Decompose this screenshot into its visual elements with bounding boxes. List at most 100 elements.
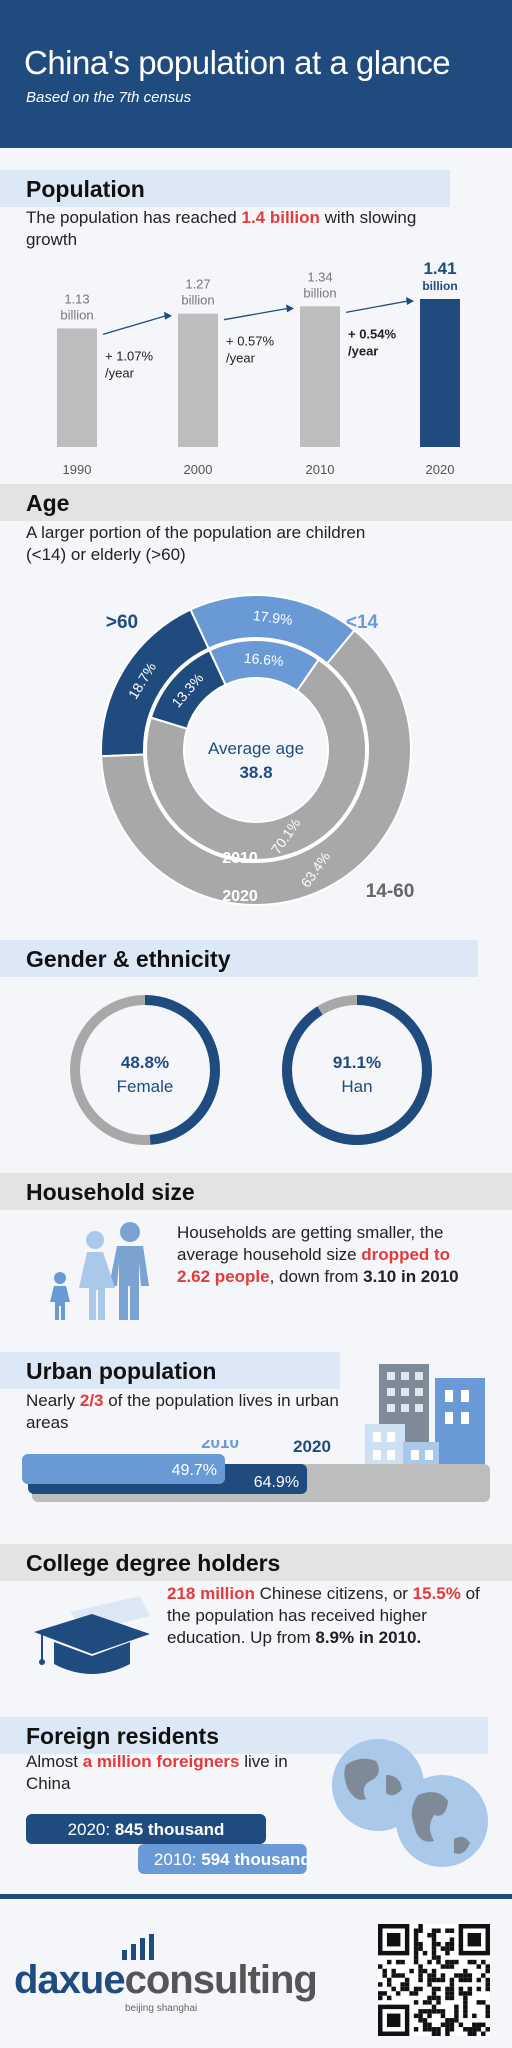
population-year-label: 2000 xyxy=(184,462,213,477)
qr-module xyxy=(481,1959,486,1965)
qr-module xyxy=(454,2009,459,2014)
college-text: 218 million Chinese citizens, or 15.5% o… xyxy=(167,1583,482,1649)
qr-module xyxy=(418,1946,423,1951)
qr-module xyxy=(422,2027,428,2032)
urban-year-2010: 2010 xyxy=(201,1440,239,1452)
qr-module xyxy=(422,2009,428,2014)
population-year-label: 2020 xyxy=(426,462,455,477)
qr-module xyxy=(413,1955,419,1960)
qr-module xyxy=(413,2013,419,2019)
qr-module xyxy=(431,1937,437,1942)
qr-module xyxy=(472,2031,477,2036)
average-age-label: Average age xyxy=(208,739,304,758)
population-unit-label: billion xyxy=(181,293,214,308)
growth-arrow-head xyxy=(164,311,172,320)
qr-module xyxy=(404,1982,410,1987)
qr-module xyxy=(409,1991,414,1996)
qr-module xyxy=(476,2000,482,2005)
qr-module xyxy=(449,1986,455,1992)
qr-module xyxy=(431,1955,437,1960)
qr-module xyxy=(418,2009,423,2014)
qr-module xyxy=(463,2013,468,2019)
qr-module xyxy=(427,2009,432,2014)
qr-module xyxy=(413,1950,419,1956)
qr-module xyxy=(445,1995,450,2001)
qr-module xyxy=(481,2000,486,2005)
qr-module xyxy=(431,1946,437,1951)
age-title: Age xyxy=(26,490,70,516)
growth-rate-suffix: /year xyxy=(348,343,378,358)
qr-module xyxy=(422,2000,428,2005)
urban-value-2010: 49.7% xyxy=(172,1462,217,1479)
college-highlight-b: 15.5% xyxy=(412,1584,461,1603)
qr-module xyxy=(463,2004,468,2010)
qr-module xyxy=(485,2027,490,2032)
qr-module xyxy=(481,2031,486,2036)
foreign-title: Foreign residents xyxy=(26,1723,219,1749)
qr-finder-core xyxy=(386,1932,401,1947)
qr-module xyxy=(454,2013,459,2019)
qr-module xyxy=(427,1995,432,2001)
population-bar xyxy=(300,306,340,447)
qr-finder-core xyxy=(467,1932,482,1947)
college-bold: 8.9% in 2010. xyxy=(315,1628,422,1647)
age-band xyxy=(0,484,512,521)
urban-value-2020: 64.9% xyxy=(254,1474,299,1491)
qr-module xyxy=(449,1946,455,1951)
daxue-logo: daxueconsulting xyxy=(14,1958,318,2003)
qr-module xyxy=(463,1977,468,1983)
qr-module xyxy=(449,2027,455,2032)
qr-module xyxy=(436,2031,441,2036)
qr-module xyxy=(436,2000,441,2005)
foreign-text-b: live in China xyxy=(26,1752,288,1793)
urban-band xyxy=(0,1352,340,1389)
qr-module xyxy=(431,2004,437,2010)
qr-module xyxy=(449,1941,455,1947)
qr-module xyxy=(400,1986,405,1992)
growth-rate-suffix: /year xyxy=(226,351,256,366)
qr-module xyxy=(431,1991,437,1996)
qr-module xyxy=(418,1964,423,1969)
qr-module xyxy=(422,1968,428,1974)
qr-module xyxy=(449,1937,455,1942)
qr-module xyxy=(485,2013,490,2019)
qr-module xyxy=(386,1977,392,1983)
qr-module xyxy=(413,1986,419,1992)
population-text: The population has reached 1.4 billion w… xyxy=(26,207,466,251)
page-subtitle: Based on the 7th census xyxy=(26,89,192,106)
donut-value-text: 91.1% xyxy=(333,1053,381,1072)
qr-module xyxy=(449,2018,455,2023)
qr-module xyxy=(463,2000,468,2005)
urban-bar-2010 xyxy=(22,1454,226,1484)
qr-module xyxy=(463,1968,468,1974)
qr-module xyxy=(463,1991,468,1996)
qr-module xyxy=(440,2009,446,2014)
qr-module xyxy=(395,1973,401,1978)
qr-module xyxy=(472,2027,477,2032)
qr-module xyxy=(440,2022,446,2028)
qr-module xyxy=(413,1959,419,1965)
population-unit-label: billion xyxy=(422,279,457,293)
qr-module xyxy=(445,2027,450,2032)
qr-module xyxy=(422,2022,428,2028)
logo-subtitle: beijing shanghai xyxy=(125,2003,198,2014)
qr-module xyxy=(418,1924,423,1929)
household-text-b: , down from xyxy=(269,1267,364,1286)
gender-ethnicity-donuts: 48.8% Female 91.1% Han xyxy=(70,995,432,1145)
qr-module xyxy=(445,1964,450,1969)
qr-module xyxy=(418,1968,423,1974)
qr-module xyxy=(413,1991,419,1996)
qr-module xyxy=(449,1964,455,1969)
globe-icon xyxy=(332,1739,488,1867)
qr-module xyxy=(431,1941,437,1947)
qr-module xyxy=(431,1973,437,1978)
college-text-a: Chinese citizens, or xyxy=(254,1584,413,1603)
population-value-label: 1.41 xyxy=(423,259,456,278)
label-under-14: <14 xyxy=(346,612,379,633)
qr-module xyxy=(431,1986,437,1992)
qr-module xyxy=(378,1982,383,1987)
family-icon xyxy=(50,1222,149,1320)
qr-module xyxy=(440,1973,446,1978)
qr-module xyxy=(427,1977,432,1983)
qr-module xyxy=(463,2027,468,2032)
